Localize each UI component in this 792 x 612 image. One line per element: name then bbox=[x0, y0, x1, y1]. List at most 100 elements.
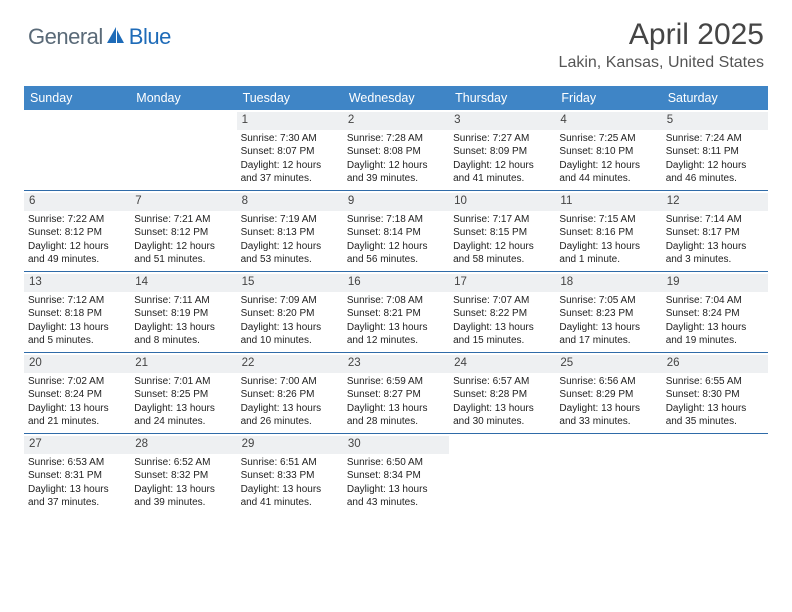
calendar-week-row: 1Sunrise: 7:30 AMSunset: 8:07 PMDaylight… bbox=[24, 110, 768, 191]
sunrise-line: Sunrise: 7:25 AM bbox=[559, 132, 657, 146]
sunset-line: Sunset: 8:22 PM bbox=[453, 307, 551, 321]
location-subtitle: Lakin, Kansas, United States bbox=[559, 54, 764, 72]
calendar-day-cell: 12 Sunrise: 7:14 AMSunset: 8:17 PMDayligh… bbox=[662, 191, 768, 271]
sunset-line: Sunset: 8:33 PM bbox=[241, 469, 339, 483]
sunset-line: Sunset: 8:24 PM bbox=[666, 307, 764, 321]
day-number: 17 bbox=[449, 274, 555, 292]
weekday-header-cell: Monday bbox=[130, 86, 236, 110]
calendar-day-cell: 17 Sunrise: 7:07 AMSunset: 8:22 PMDayligh… bbox=[449, 272, 555, 352]
calendar-body: 1Sunrise: 7:30 AMSunset: 8:07 PMDaylight… bbox=[24, 110, 768, 514]
daylight-line: Daylight: 13 hours and 24 minutes. bbox=[134, 402, 232, 429]
daylight-line: Daylight: 12 hours and 51 minutes. bbox=[134, 240, 232, 267]
calendar-day-cell: 24Sunrise: 6:57 AMSunset: 8:28 PMDayligh… bbox=[449, 353, 555, 433]
sunset-line: Sunset: 8:20 PM bbox=[241, 307, 339, 321]
daylight-line: Daylight: 13 hours and 8 minutes. bbox=[134, 321, 232, 348]
daylight-line: Daylight: 13 hours and 33 minutes. bbox=[559, 402, 657, 429]
sunrise-line: Sunrise: 7:09 AM bbox=[241, 294, 339, 308]
day-number: 11 bbox=[555, 193, 661, 211]
sunset-line: Sunset: 8:23 PM bbox=[559, 307, 657, 321]
day-number: 13 bbox=[24, 274, 130, 292]
calendar-day-cell: 4Sunrise: 7:25 AMSunset: 8:10 PMDaylight… bbox=[555, 110, 661, 190]
brand-text-blue: Blue bbox=[129, 24, 171, 50]
sunset-line: Sunset: 8:18 PM bbox=[28, 307, 126, 321]
calendar-day-cell: 29Sunrise: 6:51 AMSunset: 8:33 PMDayligh… bbox=[237, 434, 343, 514]
calendar-day-cell bbox=[24, 110, 130, 190]
sunset-line: Sunset: 8:34 PM bbox=[347, 469, 445, 483]
sunset-line: Sunset: 8:31 PM bbox=[28, 469, 126, 483]
daylight-line: Daylight: 13 hours and 39 minutes. bbox=[134, 483, 232, 510]
day-number: 16 bbox=[343, 274, 449, 292]
sunrise-line: Sunrise: 6:57 AM bbox=[453, 375, 551, 389]
day-number: 7 bbox=[130, 193, 236, 211]
sunrise-line: Sunrise: 7:12 AM bbox=[28, 294, 126, 308]
calendar-day-cell: 30Sunrise: 6:50 AMSunset: 8:34 PMDayligh… bbox=[343, 434, 449, 514]
weekday-header-cell: Saturday bbox=[662, 86, 768, 110]
sunset-line: Sunset: 8:21 PM bbox=[347, 307, 445, 321]
calendar-day-cell: 3Sunrise: 7:27 AMSunset: 8:09 PMDaylight… bbox=[449, 110, 555, 190]
sunrise-line: Sunrise: 6:51 AM bbox=[241, 456, 339, 470]
sunset-line: Sunset: 8:24 PM bbox=[28, 388, 126, 402]
calendar-day-cell bbox=[555, 434, 661, 514]
calendar-day-cell: 2Sunrise: 7:28 AMSunset: 8:08 PMDaylight… bbox=[343, 110, 449, 190]
daylight-line: Daylight: 13 hours and 10 minutes. bbox=[241, 321, 339, 348]
day-number: 15 bbox=[237, 274, 343, 292]
sunset-line: Sunset: 8:09 PM bbox=[453, 145, 551, 159]
daylight-line: Daylight: 13 hours and 17 minutes. bbox=[559, 321, 657, 348]
sunset-line: Sunset: 8:12 PM bbox=[28, 226, 126, 240]
day-number: 1 bbox=[237, 112, 343, 130]
sunrise-line: Sunrise: 7:08 AM bbox=[347, 294, 445, 308]
weekday-header-row: SundayMondayTuesdayWednesdayThursdayFrid… bbox=[24, 86, 768, 110]
sunrise-line: Sunrise: 7:01 AM bbox=[134, 375, 232, 389]
daylight-line: Daylight: 12 hours and 37 minutes. bbox=[241, 159, 339, 186]
sunrise-line: Sunrise: 6:53 AM bbox=[28, 456, 126, 470]
daylight-line: Daylight: 12 hours and 49 minutes. bbox=[28, 240, 126, 267]
calendar-day-cell: 7Sunrise: 7:21 AMSunset: 8:12 PMDaylight… bbox=[130, 191, 236, 271]
sunrise-line: Sunrise: 6:59 AM bbox=[347, 375, 445, 389]
calendar-day-cell: 14Sunrise: 7:11 AMSunset: 8:19 PMDayligh… bbox=[130, 272, 236, 352]
calendar-day-cell: 6Sunrise: 7:22 AMSunset: 8:12 PMDaylight… bbox=[24, 191, 130, 271]
sunrise-line: Sunrise: 7:14 AM bbox=[666, 213, 764, 227]
brand-text-general: General bbox=[28, 24, 103, 50]
daylight-line: Daylight: 13 hours and 3 minutes. bbox=[666, 240, 764, 267]
sunrise-line: Sunrise: 7:07 AM bbox=[453, 294, 551, 308]
sunrise-line: Sunrise: 6:56 AM bbox=[559, 375, 657, 389]
calendar-day-cell: 23Sunrise: 6:59 AMSunset: 8:27 PMDayligh… bbox=[343, 353, 449, 433]
sunset-line: Sunset: 8:14 PM bbox=[347, 226, 445, 240]
sunset-line: Sunset: 8:12 PM bbox=[134, 226, 232, 240]
day-number: 24 bbox=[449, 355, 555, 373]
sunset-line: Sunset: 8:26 PM bbox=[241, 388, 339, 402]
daylight-line: Daylight: 13 hours and 1 minute. bbox=[559, 240, 657, 267]
calendar-day-cell: 1Sunrise: 7:30 AMSunset: 8:07 PMDaylight… bbox=[237, 110, 343, 190]
sunrise-line: Sunrise: 6:52 AM bbox=[134, 456, 232, 470]
weekday-header-cell: Wednesday bbox=[343, 86, 449, 110]
sunrise-line: Sunrise: 7:28 AM bbox=[347, 132, 445, 146]
day-number: 6 bbox=[24, 193, 130, 211]
day-number: 3 bbox=[449, 112, 555, 130]
sunset-line: Sunset: 8:17 PM bbox=[666, 226, 764, 240]
daylight-line: Daylight: 13 hours and 15 minutes. bbox=[453, 321, 551, 348]
day-number: 30 bbox=[343, 436, 449, 454]
weekday-header-cell: Friday bbox=[555, 86, 661, 110]
day-number: 23 bbox=[343, 355, 449, 373]
sunset-line: Sunset: 8:11 PM bbox=[666, 145, 764, 159]
calendar-day-cell: 16Sunrise: 7:08 AMSunset: 8:21 PMDayligh… bbox=[343, 272, 449, 352]
daylight-line: Daylight: 13 hours and 41 minutes. bbox=[241, 483, 339, 510]
daylight-line: Daylight: 13 hours and 43 minutes. bbox=[347, 483, 445, 510]
sunrise-line: Sunrise: 7:04 AM bbox=[666, 294, 764, 308]
daylight-line: Daylight: 13 hours and 5 minutes. bbox=[28, 321, 126, 348]
calendar-week-row: 6Sunrise: 7:22 AMSunset: 8:12 PMDaylight… bbox=[24, 191, 768, 272]
daylight-line: Daylight: 13 hours and 21 minutes. bbox=[28, 402, 126, 429]
calendar-day-cell: 25Sunrise: 6:56 AMSunset: 8:29 PMDayligh… bbox=[555, 353, 661, 433]
day-number: 10 bbox=[449, 193, 555, 211]
sunrise-line: Sunrise: 7:24 AM bbox=[666, 132, 764, 146]
sunset-line: Sunset: 8:08 PM bbox=[347, 145, 445, 159]
weekday-header-cell: Sunday bbox=[24, 86, 130, 110]
sunset-line: Sunset: 8:19 PM bbox=[134, 307, 232, 321]
daylight-line: Daylight: 13 hours and 19 minutes. bbox=[666, 321, 764, 348]
daylight-line: Daylight: 12 hours and 56 minutes. bbox=[347, 240, 445, 267]
calendar-day-cell: 27Sunrise: 6:53 AMSunset: 8:31 PMDayligh… bbox=[24, 434, 130, 514]
calendar-day-cell: 19Sunrise: 7:04 AMSunset: 8:24 PMDayligh… bbox=[662, 272, 768, 352]
sail-icon bbox=[105, 25, 127, 50]
sunset-line: Sunset: 8:30 PM bbox=[666, 388, 764, 402]
day-number: 12 bbox=[662, 193, 768, 211]
